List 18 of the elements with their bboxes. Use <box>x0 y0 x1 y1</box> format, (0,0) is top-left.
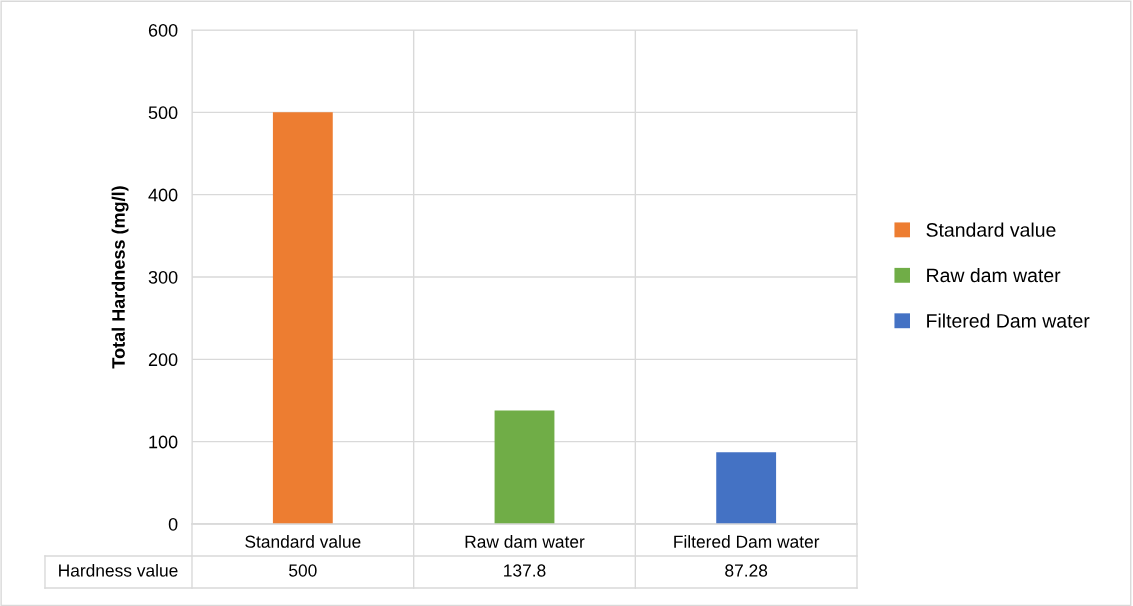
x-tick-label: Standard value <box>245 535 361 548</box>
y-tick-label: 500 <box>148 106 178 120</box>
legend-label: Filtered Dam water <box>927 313 1090 328</box>
y-tick-label: 0 <box>168 517 178 531</box>
legend-label: Standard value <box>926 222 1056 237</box>
x-tick-label: Filtered Dam water <box>674 535 820 548</box>
y-tick-label: 300 <box>148 270 178 284</box>
legend-label: Raw dam water <box>927 267 1061 283</box>
y-tick-label: 400 <box>148 188 178 202</box>
text: Hardness value <box>59 563 178 577</box>
data-label: 87.28 <box>725 564 768 577</box>
y-tick-label: 100 <box>149 435 178 449</box>
y-tick-label: 200 <box>148 353 178 367</box>
y-tick-label: 600 <box>148 23 178 37</box>
data-label: 137.8 <box>504 564 546 577</box>
y-axis-title: Total Hardness (mg/l) <box>111 186 129 369</box>
data-label: 500 <box>289 564 317 577</box>
x-tick-label: Raw dam water <box>465 535 585 548</box>
